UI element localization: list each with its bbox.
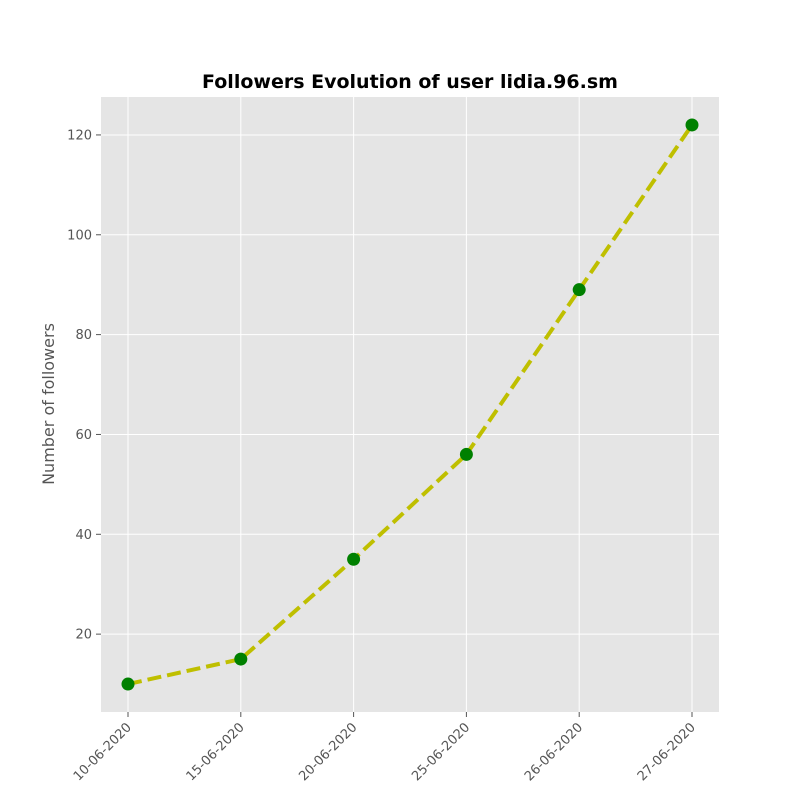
x-tick-label: 25-06-2020 [409, 720, 473, 784]
data-point [121, 677, 135, 691]
y-tick-label: 40 [75, 528, 92, 543]
y-tick-label: 120 [67, 128, 92, 143]
data-point [685, 118, 699, 132]
chart-title: Followers Evolution of user lidia.96.sm [202, 71, 618, 93]
x-tick-label: 10-06-2020 [71, 720, 135, 784]
plot-area [101, 97, 719, 712]
data-point [347, 552, 361, 566]
data-point [234, 652, 248, 666]
data-point [459, 447, 473, 461]
series-line [127, 123, 694, 686]
y-axis-ticks: 20 40 60 80 100 120 [67, 128, 101, 643]
y-tick-label: 80 [75, 328, 92, 343]
y-tick-label: 60 [75, 428, 92, 443]
x-tick-label: 15-06-2020 [184, 720, 248, 784]
gridlines [101, 97, 719, 712]
x-tick-label: 20-06-2020 [296, 720, 360, 784]
x-tick-label: 26-06-2020 [522, 720, 586, 784]
y-tick-label: 20 [75, 628, 92, 643]
x-tick-label: 27-06-2020 [635, 720, 699, 784]
data-points [121, 118, 699, 691]
y-tick-label: 100 [67, 228, 92, 243]
x-axis-ticks: 10-06-2020 15-06-2020 20-06-2020 25-06-2020… [71, 712, 699, 784]
data-point [572, 283, 586, 297]
y-axis-label: Number of followers [39, 323, 58, 485]
